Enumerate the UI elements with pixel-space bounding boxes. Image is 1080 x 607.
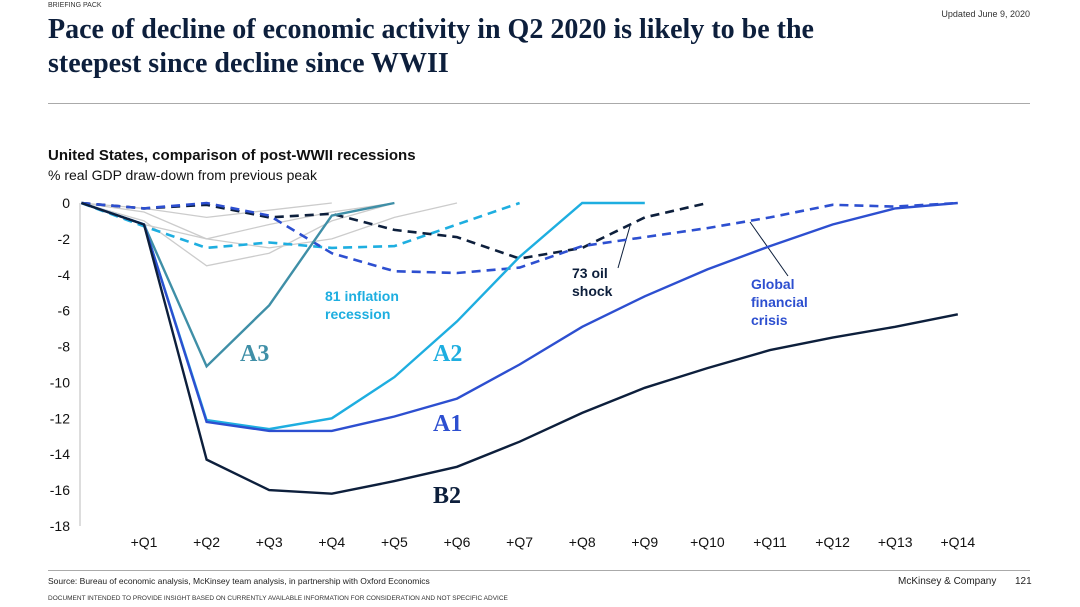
leader-line <box>749 221 789 277</box>
x-tick-label: +Q7 <box>506 534 533 550</box>
x-tick-label: +Q14 <box>940 534 975 550</box>
y-tick-label: -18 <box>50 518 70 534</box>
background-recession-line <box>81 202 332 219</box>
y-tick-label: -14 <box>50 446 70 462</box>
chart-subtitle: % real GDP draw-down from previous peak <box>48 167 317 183</box>
updated-date: Updated June 9, 2020 <box>941 9 1030 19</box>
x-tick-label: +Q5 <box>381 534 408 550</box>
series-label: A3 <box>240 341 270 367</box>
company: McKinsey & Company <box>898 576 997 587</box>
x-tick-label: +Q4 <box>318 534 345 550</box>
recession-line <box>81 201 958 275</box>
y-tick-label: -10 <box>50 374 70 390</box>
page-number: 121 <box>1015 576 1032 587</box>
x-tick-label: +Q13 <box>878 534 913 550</box>
background-recession-line <box>81 202 395 240</box>
recession-line <box>80 201 521 250</box>
x-tick-label: +Q12 <box>815 534 850 550</box>
x-tick-label: +Q10 <box>690 534 725 550</box>
y-tick-label: -2 <box>58 231 71 247</box>
divider <box>48 103 1030 104</box>
x-tick-label: +Q2 <box>193 534 220 550</box>
chart-title: United States, comparison of post-WWII r… <box>48 147 416 164</box>
source: Source: Bureau of economic analysis, McK… <box>48 576 430 586</box>
x-tick-label: +Q6 <box>444 534 471 550</box>
y-tick-label: -6 <box>58 303 71 319</box>
series-label: 81 inflation recession <box>325 288 399 322</box>
disclaimer: DOCUMENT INTENDED TO PROVIDE INSIGHT BAS… <box>48 595 508 602</box>
recession-line <box>81 201 959 495</box>
y-tick-label: -16 <box>50 482 70 498</box>
section-label: BRIEFING PACK <box>48 2 102 9</box>
series-label: 73 oil shock <box>572 265 613 299</box>
footer-divider <box>48 570 1030 571</box>
series-label: A1 <box>433 411 463 437</box>
recession-line <box>81 201 958 433</box>
background-recession-line <box>81 202 395 267</box>
y-tick-label: -12 <box>50 410 70 426</box>
recession-line <box>81 201 395 369</box>
series-label: A2 <box>433 341 463 367</box>
y-tick-label: -8 <box>58 339 71 355</box>
series-label: B2 <box>433 483 462 509</box>
y-tick-label: -4 <box>58 267 71 283</box>
series-label: Global financial crisis <box>751 276 808 328</box>
x-tick-label: +Q11 <box>753 534 787 550</box>
recession-line <box>81 201 708 260</box>
x-tick-label: +Q9 <box>631 534 658 550</box>
x-tick-label: +Q3 <box>256 534 283 550</box>
slide-title: Pace of decline of economic activity in … <box>48 14 814 79</box>
x-tick-label: +Q1 <box>131 534 158 550</box>
x-tick-label: +Q8 <box>569 534 596 550</box>
y-tick-label: 0 <box>62 195 70 211</box>
leader-line <box>617 225 631 269</box>
